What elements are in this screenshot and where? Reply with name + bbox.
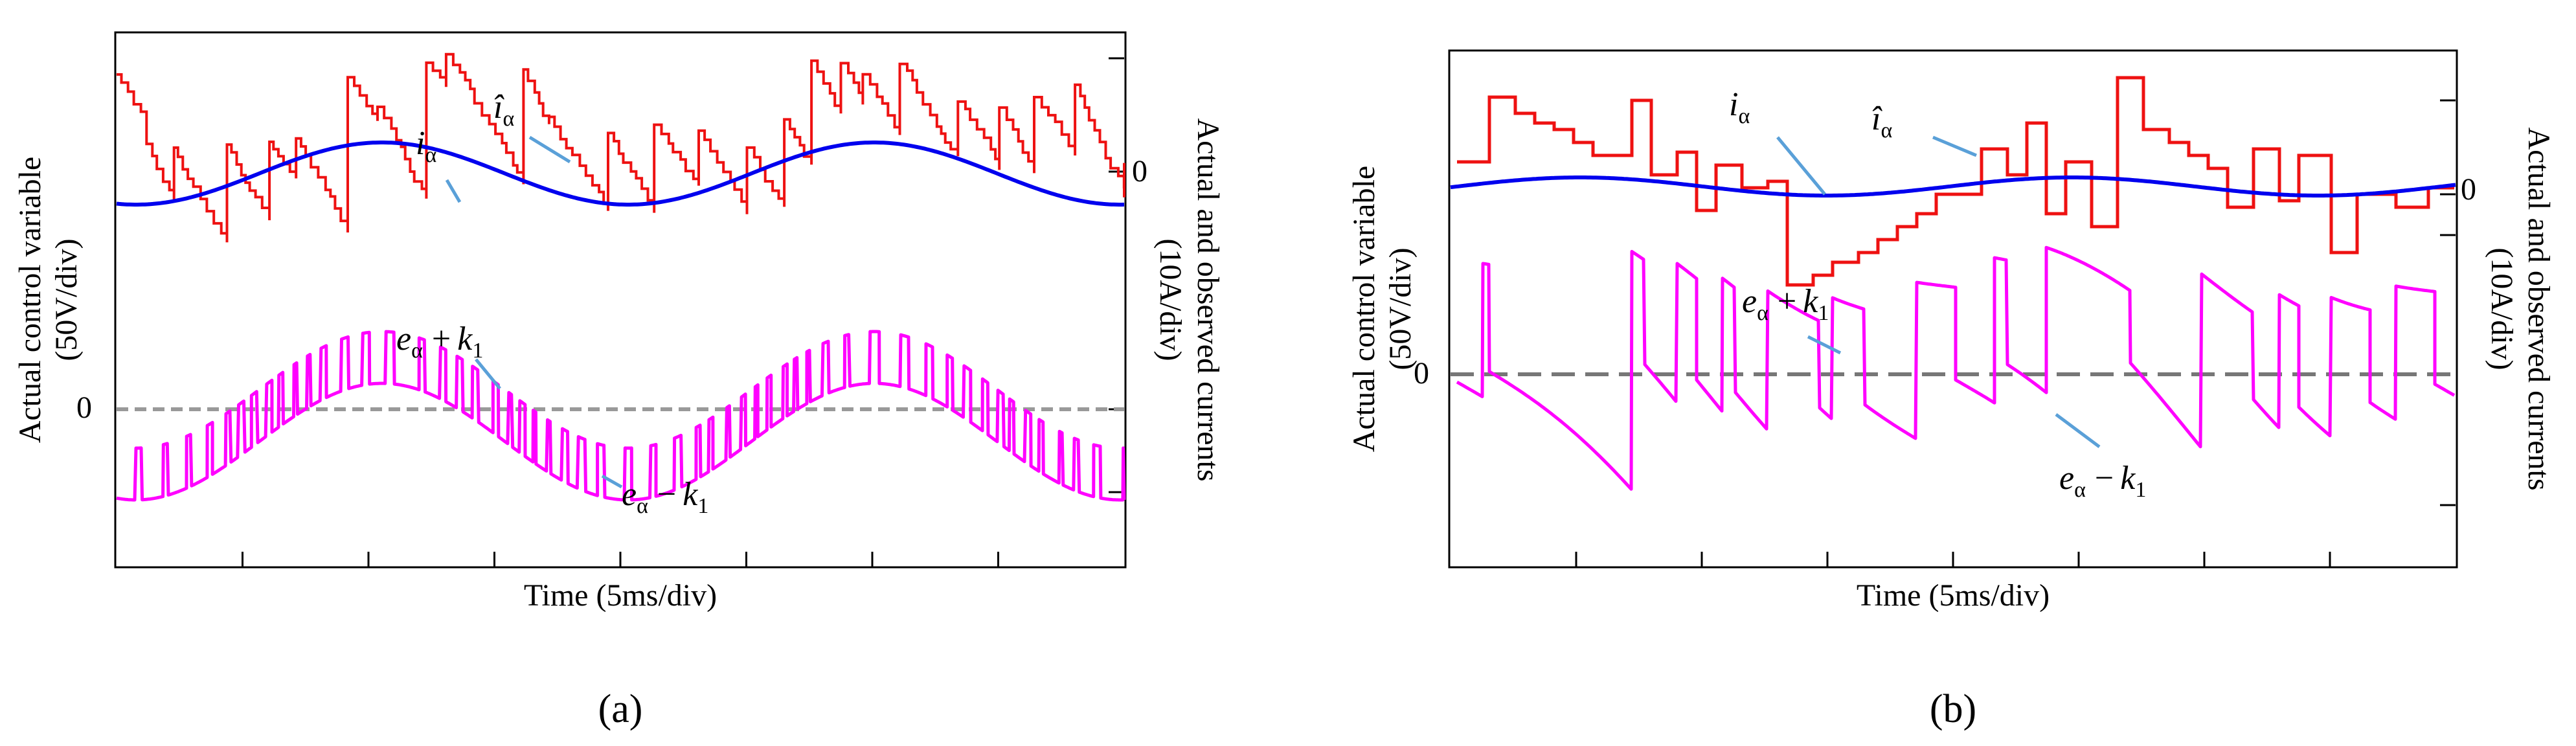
panel-b: iα îα eα + k1 eα − k1 Time (5ms/div) 0 0 Act… [1347,49,2556,731]
x-ticks-a [242,552,999,567]
panel-a: iα îα eα + k1 eα − k1 Time (5ms/div) 0 0 Act… [13,31,1225,731]
y-axis-label-right-b-line1: Actual and observed currents [2522,127,2556,490]
leader-e-minus-b [2055,413,2101,449]
y-axis-label-left-b-line1: Actual control variable [1347,166,1381,452]
leader-i-alpha-b [1776,136,1826,196]
left-zero-label-a: 0 [76,390,92,425]
plot-frame-b [1448,49,2458,569]
label-e-plus-a: eα + k1 [396,321,483,363]
x-axis-label-b: Time (5ms/div) [1857,578,2050,613]
y-axis-label-left-b-line2: (50V/div) [1383,247,1418,370]
leader-e-plus-a [475,358,501,390]
x-axis-label-a: Time (5ms/div) [524,578,717,613]
label-e-plus-b: eα + k1 [1742,283,1829,325]
leader-e-plus-b [1807,335,1842,355]
label-e-minus-b: eα − k1 [2059,460,2146,502]
label-i-alpha-hat-b: îα [1871,100,1892,142]
observed-current-waveform-a [117,52,1125,243]
observed-current-waveform-b [1457,76,2454,287]
leader-i-alpha-a [445,179,462,203]
label-i-alpha-b: iα [1729,86,1750,128]
y-axis-label-left-a-line2: (50V/div) [49,238,84,361]
right-zero-label-b: 0 [2461,172,2476,207]
left-zero-label-b: 0 [1414,356,1429,390]
leader-i-alpha-hat-b [1932,135,1977,157]
control-variable-waveform-a [116,330,1126,502]
caption-b: (b) [1930,687,1976,731]
right-ticks-b [2440,99,2456,506]
control-variable-waveform-b [1456,245,2456,491]
label-i-alpha-hat-a: îα [493,89,514,131]
label-e-minus-a: eα − k1 [622,476,708,518]
right-zero-label-a: 0 [1132,154,1147,188]
actual-current-waveform-a [116,141,1125,207]
label-i-alpha-a: iα [416,125,436,167]
y-axis-label-right-a-line1: Actual and observed currents [1191,118,1225,481]
y-axis-label-right-a-line2: (10A/div) [1153,238,1188,361]
y-axis-label-left-a-line1: Actual control variable [13,157,47,443]
actual-current-waveform-b [1450,175,2456,198]
leader-i-alpha-hat-a [528,135,571,164]
y-axis-label-right-b-line2: (10A/div) [2485,247,2519,370]
caption-a: (a) [598,687,643,731]
right-ticks-a [1109,57,1124,493]
leader-e-minus-a [601,474,623,489]
x-ticks-b [1575,552,2331,567]
